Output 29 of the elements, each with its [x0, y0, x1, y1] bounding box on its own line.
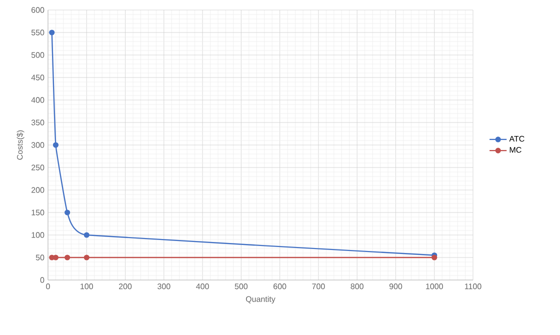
- legend-label: ATC: [509, 136, 524, 142]
- x-tick-label: 300: [158, 284, 170, 290]
- x-tick-label: 900: [389, 284, 402, 290]
- y-tick-label: 150: [32, 210, 44, 216]
- y-tick-label: 500: [31, 52, 44, 58]
- x-tick-label: 500: [234, 284, 248, 290]
- legend-label: MC: [510, 147, 522, 153]
- y-tick-label: 350: [31, 120, 44, 126]
- y-tick-label: 450: [31, 74, 44, 80]
- x-tick-label: 1100: [465, 284, 482, 290]
- x-tick-label: 700: [312, 284, 325, 290]
- y-tick-label: 250: [32, 164, 44, 170]
- x-tick-label: 400: [196, 284, 209, 290]
- y-tick-label: 400: [31, 97, 44, 103]
- x-tick-label: 0: [46, 284, 50, 290]
- y-tick-label: 600: [32, 7, 44, 13]
- x-tick-label: 800: [350, 284, 364, 290]
- x-axis-title: Quantity: [246, 296, 276, 304]
- y-tick-label: 0: [40, 277, 44, 283]
- x-tick-label: 100: [80, 284, 93, 290]
- y-tick-label: 300: [31, 142, 44, 148]
- x-tick-label: 200: [119, 284, 132, 290]
- y-axis-title: Costs($): [16, 130, 24, 160]
- y-tick-label: 50: [36, 254, 44, 260]
- y-tick-label: 550: [31, 30, 44, 36]
- y-tick-label: 100: [32, 232, 44, 238]
- x-tick-label: 1000: [426, 284, 443, 290]
- y-tick-label: 200: [32, 187, 44, 193]
- x-tick-label: 600: [274, 284, 286, 290]
